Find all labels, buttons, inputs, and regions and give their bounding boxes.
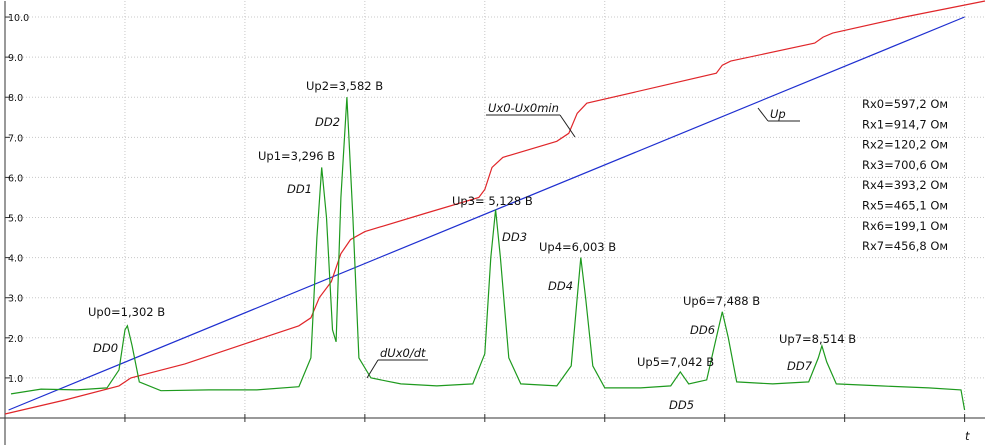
peak-label: DD1 <box>287 182 312 196</box>
leader-line <box>559 114 576 138</box>
peak-label: DD7 <box>787 359 813 373</box>
peak-label: DD0 <box>93 341 118 355</box>
peak-value: Up5=7,042 В <box>637 355 714 369</box>
result-label: Rx1=914,7 Ом <box>862 117 948 131</box>
leader-line <box>757 107 769 122</box>
peak-value: Up0=1,302 В <box>88 305 165 319</box>
result-label: Rx6=199,1 Ом <box>862 219 948 233</box>
series-line <box>8 16 965 411</box>
curve-label: Ux0-Ux0min <box>488 101 559 115</box>
y-tick-label: 3.0 <box>8 294 23 305</box>
y-tick-label: 8.0 <box>8 93 23 104</box>
result-label: Rx0=597,2 Ом <box>862 97 948 111</box>
peak-value: Up2=3,582 В <box>306 79 383 93</box>
peak-label: DD6 <box>690 323 715 337</box>
peak-label: DD4 <box>548 279 573 293</box>
curve-label: Up <box>770 107 786 121</box>
peak-value: Up3= 5,128 В <box>452 194 533 208</box>
y-tick-label: 5.0 <box>8 214 23 225</box>
leader-line <box>366 359 379 379</box>
series-line <box>4 0 986 415</box>
series-line <box>10 97 966 411</box>
y-tick-label: 2.0 <box>8 334 23 345</box>
result-label: Rx4=393,2 Ом <box>862 178 948 192</box>
peak-value: Up4=6,003 В <box>539 240 616 254</box>
x-axis-label: t <box>965 429 970 443</box>
y-tick-label: 6.0 <box>8 173 23 184</box>
y-tick-label: 9.0 <box>8 53 23 64</box>
peak-label: DD3 <box>502 230 527 244</box>
y-tick-label: 10.0 <box>8 13 29 24</box>
result-label: Rx7=456,8 Ом <box>862 239 948 253</box>
y-tick-label: 7.0 <box>8 133 23 144</box>
peak-value: Up1=3,296 В <box>258 149 335 163</box>
y-tick-label: 4.0 <box>8 254 23 265</box>
result-label: Rx3=700,6 Ом <box>862 158 948 172</box>
peak-label: DD2 <box>315 115 340 129</box>
peak-label: DD5 <box>669 398 694 412</box>
y-tick-label: 1.0 <box>8 374 23 385</box>
peak-value: Up6=7,488 В <box>683 294 760 308</box>
result-label: Rx2=120,2 Ом <box>862 138 948 152</box>
peak-value: Up7=8,514 В <box>779 332 856 346</box>
curve-label: dUx0/dt <box>380 346 426 360</box>
result-label: Rx5=465,1 Ом <box>862 199 948 213</box>
